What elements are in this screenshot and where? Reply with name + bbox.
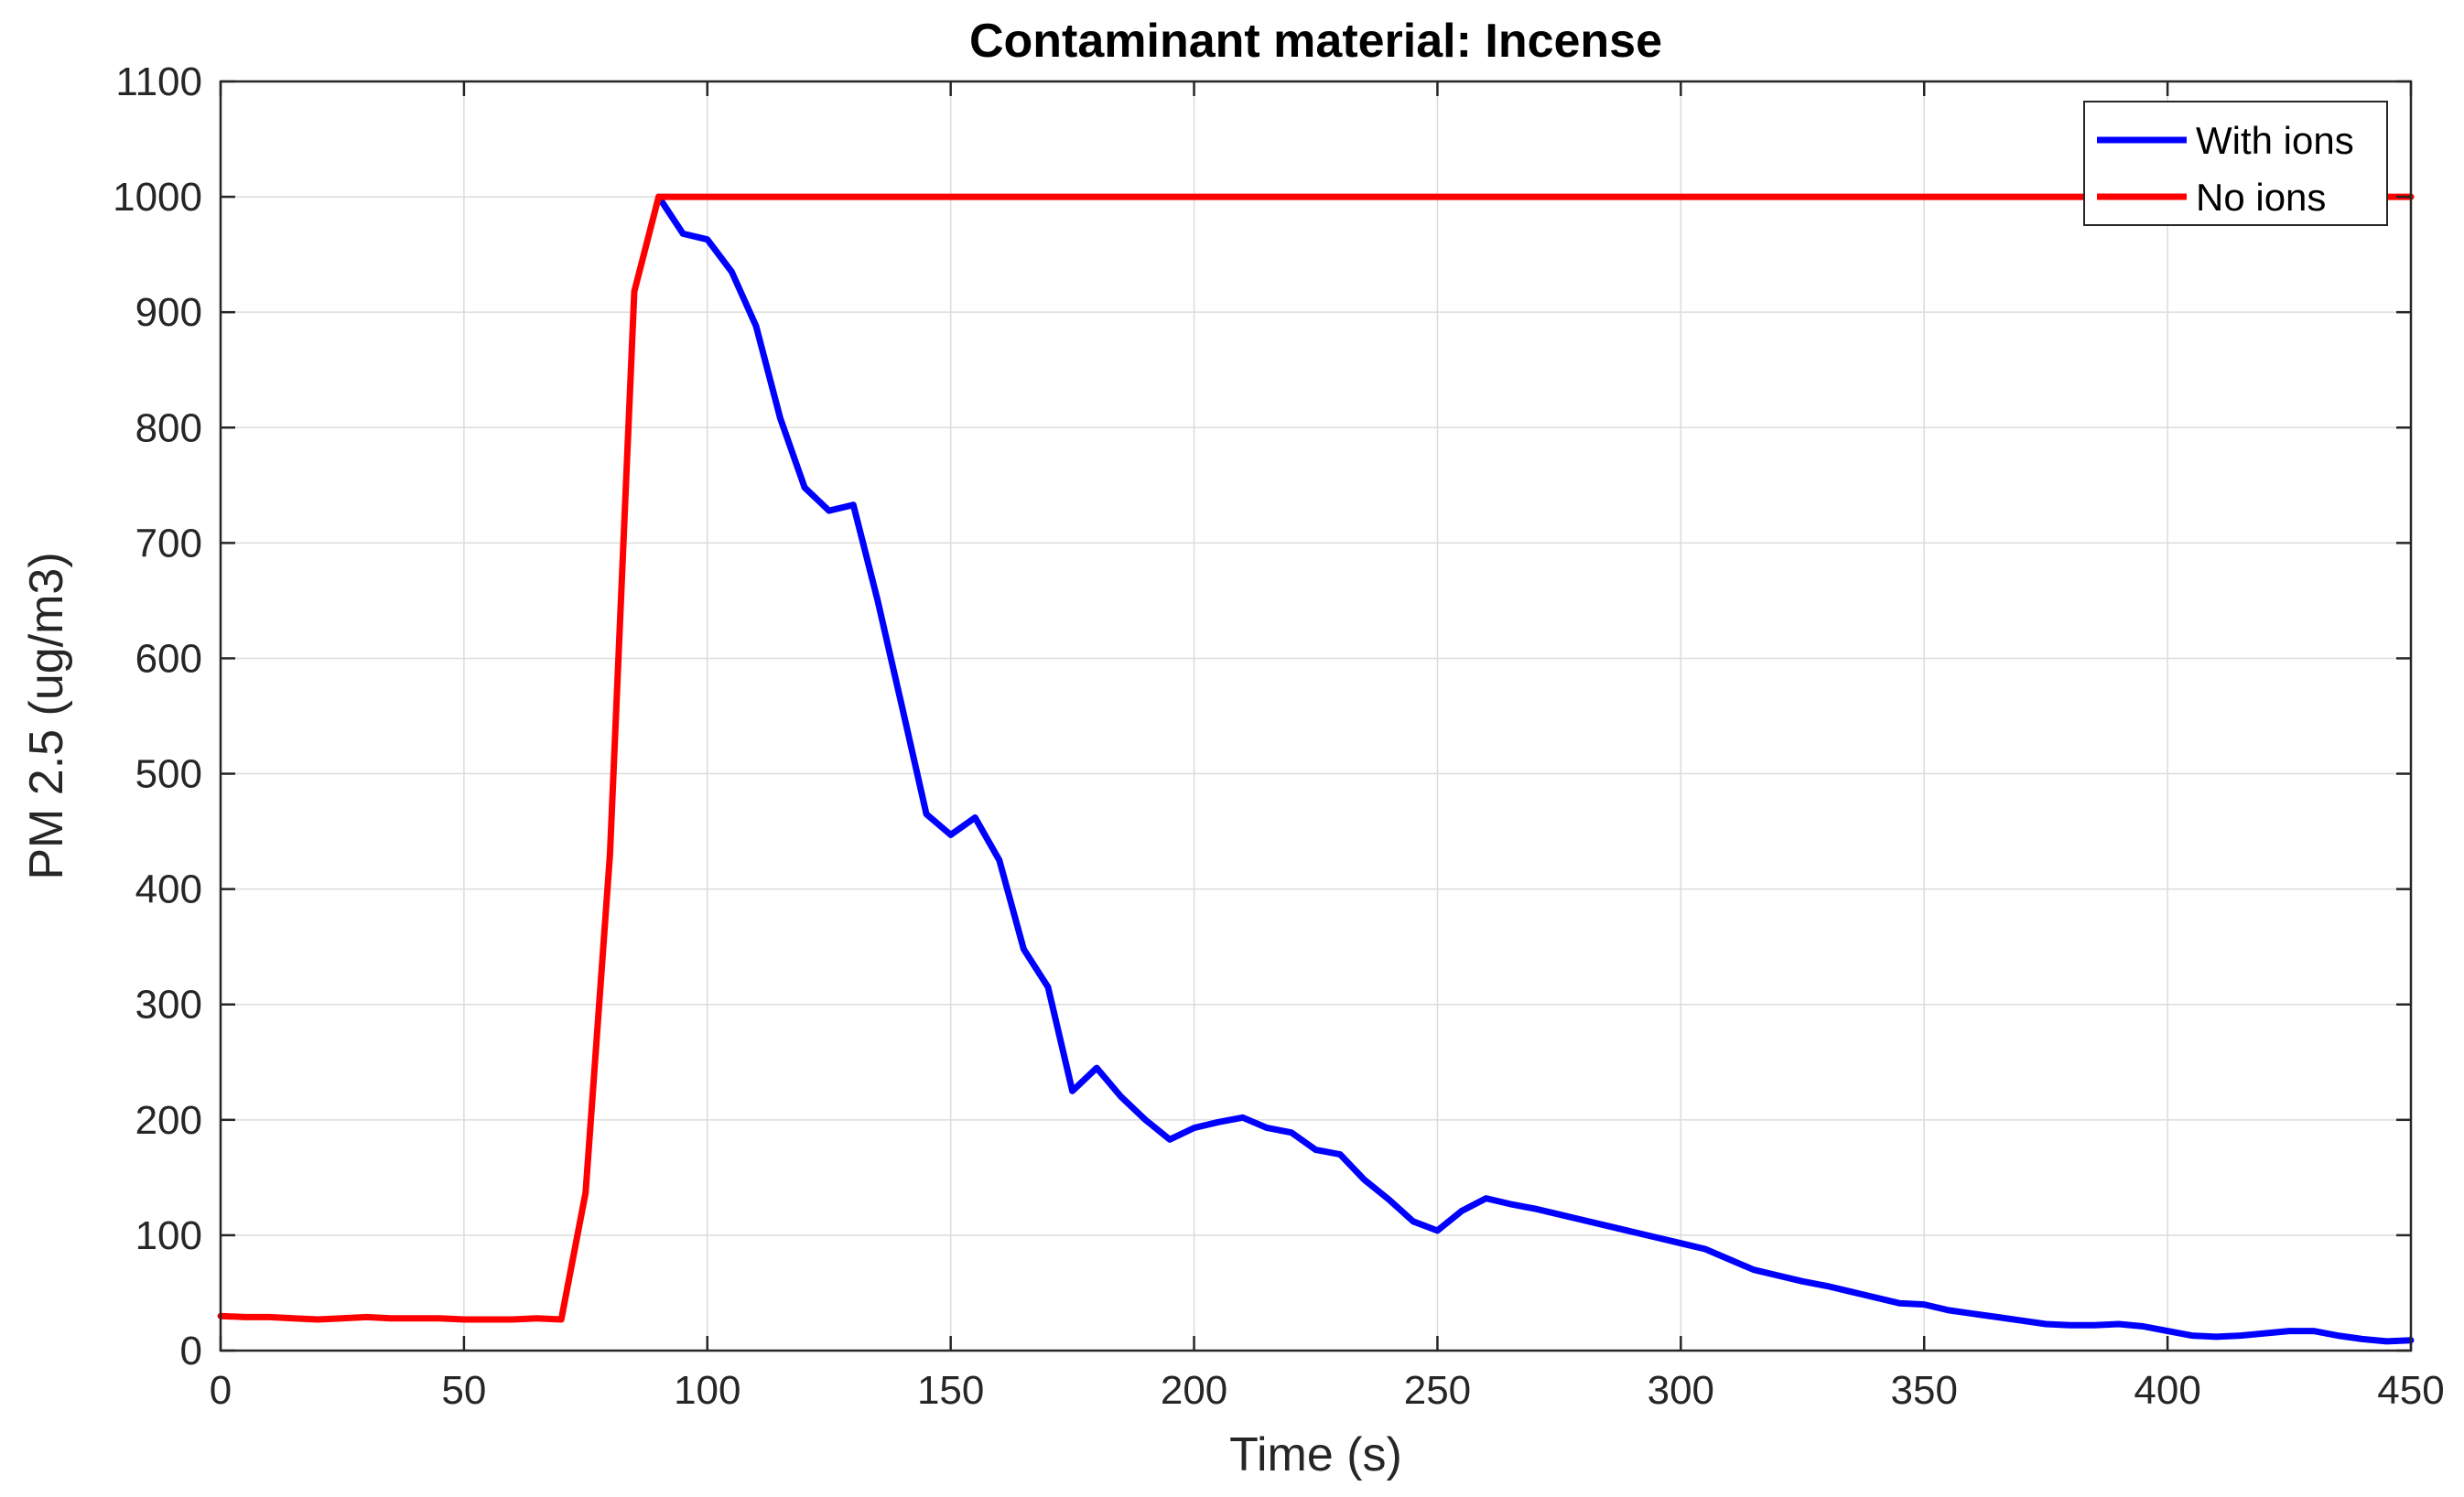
y-tick-label: 200 bbox=[135, 1098, 202, 1143]
legend-box bbox=[2083, 101, 2388, 226]
plot-frame bbox=[219, 80, 2413, 1352]
x-tick-label: 150 bbox=[917, 1368, 984, 1413]
y-tick-label: 0 bbox=[180, 1329, 202, 1373]
legend: With ions No ions bbox=[2083, 101, 2388, 226]
y-tick-label: 300 bbox=[135, 983, 202, 1028]
y-tick-label: 1000 bbox=[113, 175, 202, 220]
y-tick-label: 700 bbox=[135, 521, 202, 565]
y-tick-label: 500 bbox=[135, 752, 202, 797]
x-tick-labels: 0 50 100 150 200 250 300 350 400 450 bbox=[210, 1368, 2445, 1413]
x-tick-label: 0 bbox=[210, 1368, 232, 1413]
series-lines bbox=[217, 193, 2415, 1345]
x-tick-label: 100 bbox=[674, 1368, 740, 1413]
axis-ticks bbox=[219, 80, 2413, 1352]
x-tick-label: 250 bbox=[1404, 1368, 1471, 1413]
x-tick-label: 50 bbox=[441, 1368, 486, 1413]
legend-label: No ions bbox=[2196, 176, 2326, 219]
y-tick-labels: 0 100 200 300 400 500 600 700 800 900 1000 1100 bbox=[113, 59, 202, 1373]
x-tick-label: 400 bbox=[2134, 1368, 2200, 1413]
x-tick-label: 300 bbox=[1648, 1368, 1714, 1413]
series-line-no-ions bbox=[217, 193, 2415, 1323]
series-line-with-ions bbox=[655, 193, 2415, 1345]
legend-label: With ions bbox=[2196, 119, 2354, 162]
x-tick-label: 450 bbox=[2377, 1368, 2444, 1413]
x-tick-label: 200 bbox=[1161, 1368, 1227, 1413]
plot-area bbox=[221, 81, 2411, 1351]
y-tick-label: 1100 bbox=[115, 59, 202, 104]
y-tick-label: 400 bbox=[135, 867, 202, 912]
y-tick-label: 900 bbox=[135, 290, 202, 335]
chart-title: Contaminant material: Incense bbox=[969, 15, 1662, 68]
y-axis-label: PM 2.5 (ug/m3) bbox=[20, 552, 73, 879]
y-tick-label: 600 bbox=[135, 636, 202, 681]
y-tick-label: 800 bbox=[135, 405, 202, 450]
x-axis-label: Time (s) bbox=[1229, 1428, 1402, 1481]
y-tick-label: 100 bbox=[135, 1213, 202, 1258]
x-tick-label: 350 bbox=[1891, 1368, 1958, 1413]
